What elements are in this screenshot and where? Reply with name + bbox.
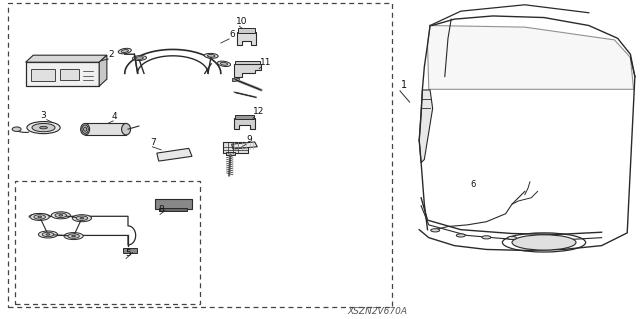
Ellipse shape [68, 234, 79, 238]
Ellipse shape [38, 231, 58, 238]
Bar [85, 123, 126, 135]
Ellipse shape [118, 48, 131, 54]
Polygon shape [428, 26, 634, 89]
Polygon shape [234, 64, 261, 77]
Text: 7: 7 [150, 138, 156, 147]
Ellipse shape [82, 125, 88, 133]
Ellipse shape [204, 53, 218, 58]
Bar [15, 181, 200, 304]
Ellipse shape [431, 229, 440, 232]
Text: 6: 6 [229, 30, 235, 39]
Ellipse shape [136, 57, 143, 59]
Ellipse shape [64, 233, 83, 240]
Polygon shape [419, 90, 433, 163]
Bar [155, 199, 192, 209]
Polygon shape [234, 118, 255, 129]
Polygon shape [26, 55, 107, 62]
Bar [159, 208, 187, 211]
Bar [235, 61, 260, 64]
Ellipse shape [32, 123, 55, 132]
Ellipse shape [121, 49, 129, 53]
Ellipse shape [51, 212, 70, 219]
Bar [238, 28, 255, 33]
Ellipse shape [218, 61, 230, 67]
Ellipse shape [34, 215, 45, 219]
Ellipse shape [55, 213, 67, 218]
Bar [235, 115, 254, 119]
Ellipse shape [59, 215, 63, 216]
Ellipse shape [207, 55, 215, 57]
Ellipse shape [72, 235, 76, 237]
Text: 4: 4 [112, 112, 118, 121]
Text: 9: 9 [246, 135, 252, 144]
Bar [8, 3, 392, 307]
Text: XSZN2V670A: XSZN2V670A [348, 308, 408, 316]
Text: 3: 3 [40, 111, 46, 120]
Text: 8: 8 [159, 205, 164, 214]
Ellipse shape [80, 218, 84, 219]
Polygon shape [99, 55, 107, 86]
Ellipse shape [508, 236, 516, 240]
Ellipse shape [132, 56, 147, 61]
Ellipse shape [46, 234, 50, 235]
Ellipse shape [122, 123, 131, 135]
Ellipse shape [40, 126, 47, 129]
Bar [60, 69, 79, 80]
Polygon shape [157, 148, 192, 161]
Ellipse shape [27, 122, 60, 134]
Bar [123, 248, 137, 253]
Ellipse shape [30, 213, 49, 220]
Text: 6: 6 [470, 180, 476, 189]
Text: 2: 2 [108, 50, 114, 59]
Ellipse shape [482, 236, 491, 239]
Polygon shape [237, 32, 256, 45]
Ellipse shape [76, 216, 88, 220]
Bar [26, 62, 99, 86]
Ellipse shape [81, 123, 90, 135]
Bar [232, 78, 239, 81]
Bar [31, 69, 55, 81]
Ellipse shape [72, 215, 92, 222]
Ellipse shape [456, 234, 465, 237]
Circle shape [12, 127, 21, 131]
Ellipse shape [38, 216, 42, 218]
Ellipse shape [512, 235, 576, 250]
Text: 5: 5 [125, 249, 131, 258]
Ellipse shape [42, 232, 54, 237]
Text: 10: 10 [236, 17, 247, 26]
Text: 1: 1 [401, 80, 407, 90]
Polygon shape [232, 142, 257, 149]
Bar [226, 152, 235, 155]
Text: 11: 11 [260, 58, 271, 67]
Text: 12: 12 [253, 108, 265, 116]
Bar [223, 142, 248, 153]
Ellipse shape [84, 127, 87, 131]
Ellipse shape [220, 62, 228, 65]
